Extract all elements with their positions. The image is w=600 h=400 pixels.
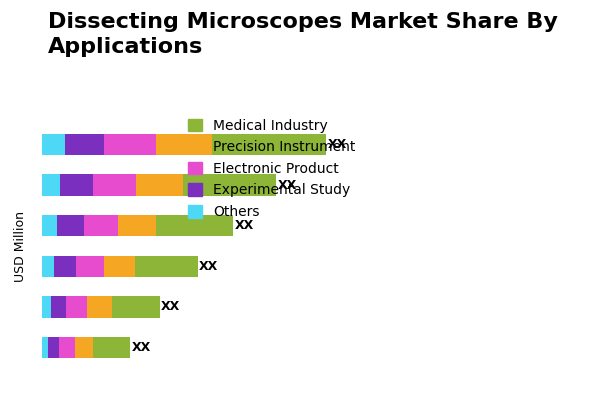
Text: XX: XX: [278, 178, 297, 192]
Bar: [42, 296, 50, 318]
Bar: [93, 337, 130, 358]
Text: XX: XX: [199, 260, 218, 273]
Bar: [93, 174, 136, 196]
Bar: [157, 215, 233, 236]
Bar: [212, 134, 326, 155]
Bar: [76, 256, 104, 277]
Bar: [182, 174, 276, 196]
Y-axis label: USD Million: USD Million: [14, 210, 27, 282]
Bar: [42, 215, 57, 236]
Bar: [42, 256, 54, 277]
Bar: [61, 174, 93, 196]
Bar: [42, 337, 48, 358]
Bar: [84, 215, 118, 236]
Bar: [135, 256, 197, 277]
Text: XX: XX: [235, 219, 254, 232]
Bar: [42, 174, 61, 196]
Bar: [48, 337, 59, 358]
Text: Dissecting Microscopes Market Share By
Applications: Dissecting Microscopes Market Share By A…: [48, 12, 558, 57]
Bar: [65, 134, 104, 155]
Bar: [50, 296, 66, 318]
Text: XX: XX: [161, 300, 181, 314]
Bar: [118, 215, 157, 236]
Bar: [59, 337, 74, 358]
Bar: [155, 134, 212, 155]
Bar: [104, 134, 155, 155]
Bar: [88, 296, 112, 318]
Bar: [57, 215, 84, 236]
Bar: [74, 337, 93, 358]
Text: XX: XX: [131, 341, 151, 354]
Bar: [66, 296, 88, 318]
Legend: Medical Industry, Precision Instrument, Electronic Product, Experimental Study, : Medical Industry, Precision Instrument, …: [184, 114, 359, 223]
Bar: [54, 256, 76, 277]
Bar: [42, 134, 65, 155]
Bar: [104, 256, 135, 277]
Bar: [112, 296, 160, 318]
Bar: [136, 174, 182, 196]
Text: XX: XX: [328, 138, 347, 151]
